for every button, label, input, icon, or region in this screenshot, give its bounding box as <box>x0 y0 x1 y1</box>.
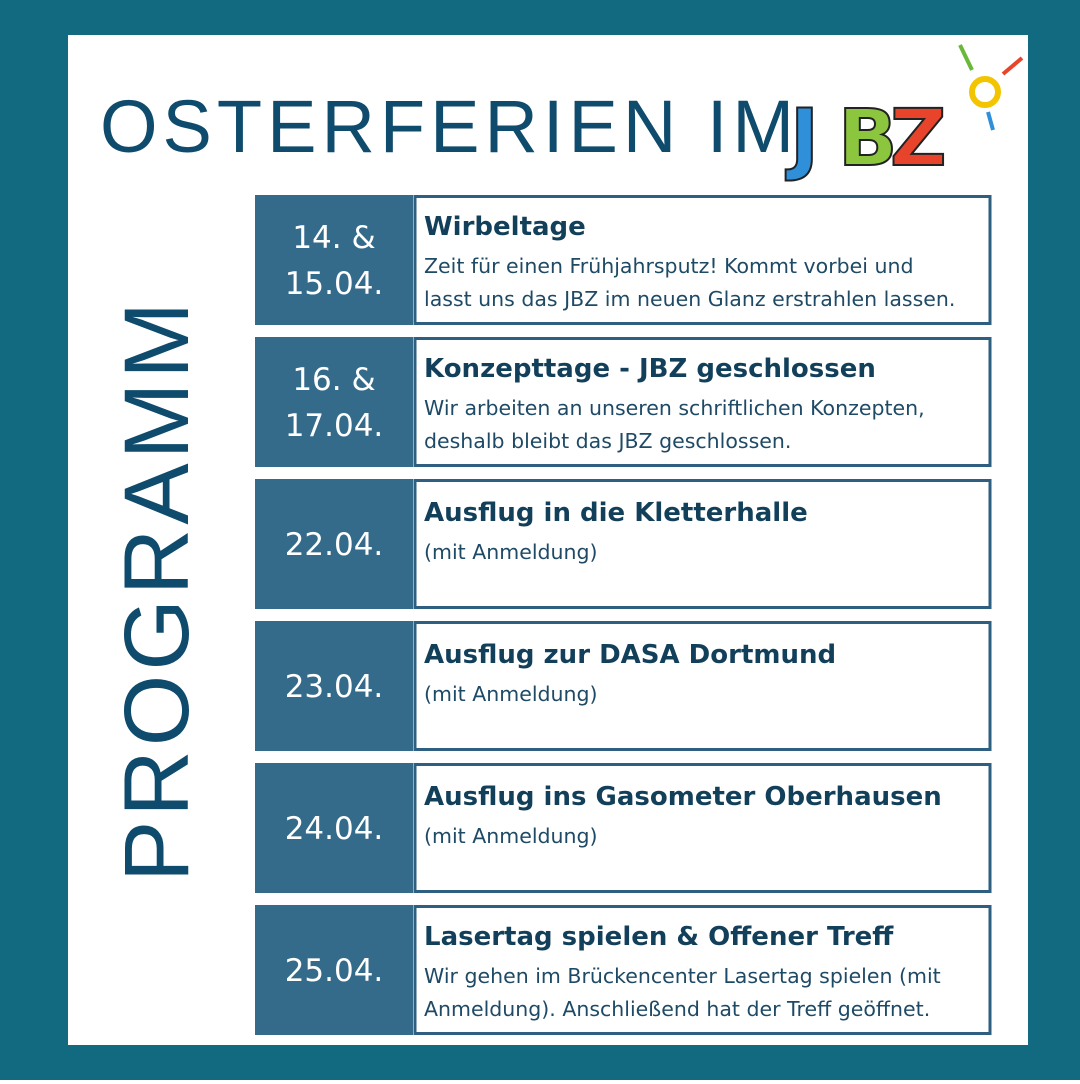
event-description: (mit Anmeldung) <box>424 824 598 848</box>
logo-letter: J <box>785 94 819 184</box>
event-date: 15.04. <box>285 266 384 302</box>
logo: J B Z <box>784 93 948 185</box>
event-box <box>413 479 992 609</box>
event-title: Ausflug ins Gasometer Oberhausen <box>424 782 942 812</box>
event-date: 24.04. <box>285 811 384 847</box>
event-description: Wir gehen im Brückencenter Lasertag spie… <box>424 964 941 988</box>
event-date: 22.04. <box>285 527 384 563</box>
event-description: Wir arbeiten an unseren schriftlichen Ko… <box>424 396 925 420</box>
logo-letter: Z <box>890 94 947 184</box>
event-description: deshalb bleibt das JBZ geschlossen. <box>424 429 791 453</box>
event-title: Lasertag spielen & Offener Treff <box>424 922 894 952</box>
date-box <box>255 905 413 1035</box>
event-description: Zeit für einen Frühjahrsputz! Kommt vorb… <box>424 254 914 278</box>
event-title: Konzepttage - JBZ geschlossen <box>424 354 876 384</box>
event-box <box>413 905 992 1035</box>
event-title: Wirbeltage <box>424 212 586 242</box>
event-description: (mit Anmeldung) <box>424 540 598 564</box>
event-date: 25.04. <box>285 953 384 989</box>
side-label: PROGRAMM <box>106 298 208 882</box>
date-box <box>255 195 413 325</box>
event-date: 17.04. <box>285 408 384 444</box>
event-date: 16. & <box>292 362 375 398</box>
date-box <box>255 621 413 751</box>
event-description: (mit Anmeldung) <box>424 682 598 706</box>
logo-arrow <box>958 44 974 71</box>
event-box <box>413 195 992 325</box>
program-list: 14. & 15.04. Wirbeltage Zeit für einen Früh… <box>255 195 992 1035</box>
date-box <box>255 479 413 609</box>
logo-letter: B <box>838 94 897 184</box>
logo-circle <box>969 76 1001 108</box>
date-box <box>255 337 413 467</box>
event-box <box>413 621 992 751</box>
event-title: Ausflug in die Kletterhalle <box>424 498 808 528</box>
event-date: 23.04. <box>285 669 384 705</box>
title: OSTERFERIEN IM <box>100 85 799 168</box>
logo-arrow <box>1001 56 1024 76</box>
date-box <box>255 763 413 893</box>
event-date: 14. & <box>292 220 375 256</box>
event-description: Anmeldung). Anschließend hat der Treff g… <box>424 997 930 1021</box>
event-box <box>413 337 992 467</box>
logo-arrow <box>986 111 995 131</box>
event-title: Ausflug zur DASA Dortmund <box>424 640 836 670</box>
event-box <box>413 763 992 893</box>
event-description: lasst uns das JBZ im neuen Glanz erstrah… <box>424 287 955 311</box>
